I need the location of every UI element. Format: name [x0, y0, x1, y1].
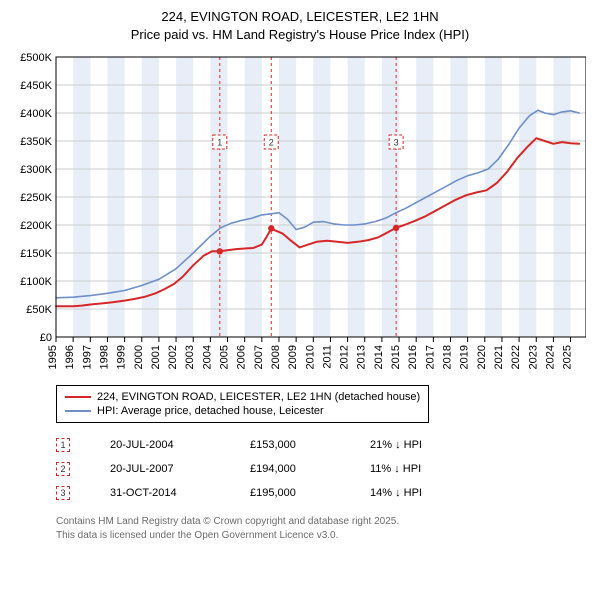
event-row: 2 20-JUL-2007 £194,000 11% ↓ HPI: [56, 457, 586, 481]
svg-text:1996: 1996: [64, 345, 76, 369]
svg-text:2: 2: [269, 138, 274, 148]
svg-text:£450K: £450K: [20, 80, 52, 92]
svg-text:2003: 2003: [184, 345, 196, 369]
svg-text:2009: 2009: [287, 345, 299, 369]
legend-row: HPI: Average price, detached house, Leic…: [65, 404, 420, 418]
event-price: £153,000: [250, 439, 330, 451]
event-price: £195,000: [250, 487, 330, 499]
legend-label: 224, EVINGTON ROAD, LEICESTER, LE2 1HN (…: [97, 391, 420, 403]
svg-text:2002: 2002: [167, 345, 179, 369]
svg-text:2016: 2016: [407, 345, 419, 369]
event-date: 20-JUL-2004: [110, 439, 210, 451]
svg-text:£0: £0: [40, 332, 52, 344]
event-marker: 3: [56, 486, 70, 500]
event-delta: 21% ↓ HPI: [370, 439, 422, 451]
svg-text:1997: 1997: [81, 345, 93, 369]
svg-text:2025: 2025: [562, 345, 574, 369]
svg-text:2015: 2015: [390, 345, 402, 369]
event-row: 3 31-OCT-2014 £195,000 14% ↓ HPI: [56, 481, 586, 505]
svg-text:£300K: £300K: [20, 164, 52, 176]
svg-text:2012: 2012: [339, 345, 351, 369]
footnote-line-1: Contains HM Land Registry data © Crown c…: [56, 516, 399, 527]
title-line-1: 224, EVINGTON ROAD, LEICESTER, LE2 1HN: [161, 9, 438, 24]
svg-text:2011: 2011: [321, 345, 333, 369]
svg-text:2008: 2008: [270, 345, 282, 369]
svg-text:2005: 2005: [219, 345, 231, 369]
svg-text:2014: 2014: [373, 345, 385, 369]
chart-title: 224, EVINGTON ROAD, LEICESTER, LE2 1HN P…: [14, 8, 586, 43]
svg-text:1995: 1995: [47, 345, 59, 369]
svg-text:2010: 2010: [304, 345, 316, 369]
svg-text:1999: 1999: [116, 345, 128, 369]
svg-text:3: 3: [394, 138, 399, 148]
legend-label: HPI: Average price, detached house, Leic…: [97, 405, 324, 417]
svg-text:2021: 2021: [493, 345, 505, 369]
event-date: 20-JUL-2007: [110, 463, 210, 475]
event-marker: 1: [56, 438, 70, 452]
event-price: £194,000: [250, 463, 330, 475]
svg-text:2004: 2004: [201, 345, 213, 369]
svg-text:2024: 2024: [544, 345, 556, 369]
chart-plot-area: £0 £50K £100K £150K £200K £250K £300K £350K £400…: [14, 49, 586, 379]
svg-text:£200K: £200K: [20, 220, 52, 232]
svg-text:2017: 2017: [424, 345, 436, 369]
event-delta: 14% ↓ HPI: [370, 487, 422, 499]
event-row: 1 20-JUL-2004 £153,000 21% ↓ HPI: [56, 433, 586, 457]
svg-text:2018: 2018: [441, 345, 453, 369]
events-table: 1 20-JUL-2004 £153,000 21% ↓ HPI 2 20-JUL-200…: [56, 433, 586, 505]
footnote-line-2: This data is licensed under the Open Gov…: [56, 530, 338, 541]
svg-text:2007: 2007: [253, 345, 265, 369]
legend: 224, EVINGTON ROAD, LEICESTER, LE2 1HN (…: [56, 385, 429, 423]
line-chart: £0 £50K £100K £150K £200K £250K £300K £350K £400…: [14, 49, 586, 379]
footnote: Contains HM Land Registry data © Crown c…: [56, 515, 586, 542]
event-delta: 11% ↓ HPI: [370, 463, 421, 475]
svg-text:£400K: £400K: [20, 108, 52, 120]
svg-text:£350K: £350K: [20, 136, 52, 148]
svg-text:£500K: £500K: [20, 52, 52, 64]
svg-text:£150K: £150K: [20, 248, 52, 260]
svg-text:1998: 1998: [98, 345, 110, 369]
title-line-2: Price paid vs. HM Land Registry's House …: [131, 27, 469, 42]
svg-text:2013: 2013: [356, 345, 368, 369]
svg-text:2022: 2022: [510, 345, 522, 369]
chart-container: 224, EVINGTON ROAD, LEICESTER, LE2 1HN P…: [0, 0, 600, 550]
svg-text:1: 1: [217, 138, 222, 148]
legend-swatch: [65, 396, 91, 398]
svg-text:£50K: £50K: [26, 304, 52, 316]
svg-text:£100K: £100K: [20, 276, 52, 288]
event-date: 31-OCT-2014: [110, 487, 210, 499]
svg-text:2019: 2019: [459, 345, 471, 369]
svg-text:2000: 2000: [133, 345, 145, 369]
svg-text:2001: 2001: [150, 345, 162, 369]
svg-text:2006: 2006: [236, 345, 248, 369]
event-marker: 2: [56, 462, 70, 476]
legend-row: 224, EVINGTON ROAD, LEICESTER, LE2 1HN (…: [65, 390, 420, 404]
legend-swatch: [65, 410, 91, 412]
svg-text:2023: 2023: [527, 345, 539, 369]
svg-text:£250K: £250K: [20, 192, 52, 204]
svg-text:2020: 2020: [476, 345, 488, 369]
